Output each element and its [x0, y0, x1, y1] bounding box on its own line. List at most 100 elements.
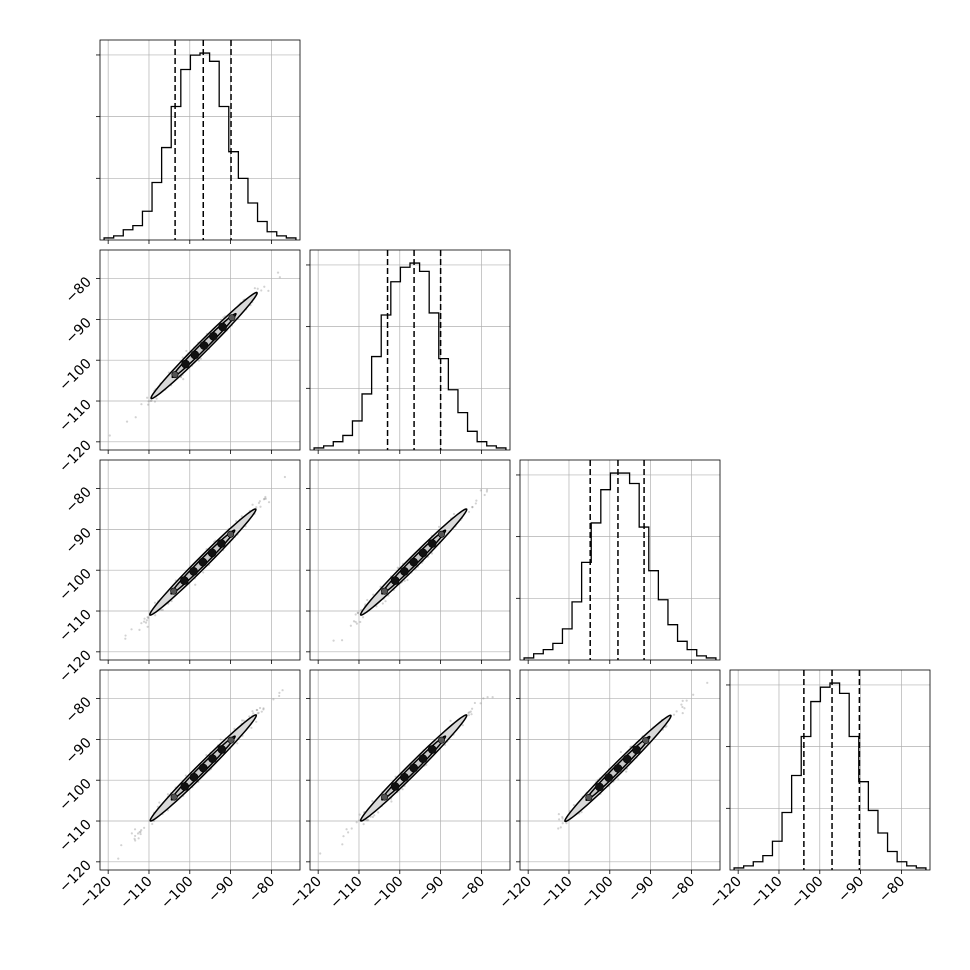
scatter-point [130, 832, 133, 835]
scatter-point [258, 500, 261, 503]
scatter-point [264, 495, 267, 499]
scatter-point [371, 799, 374, 803]
scatter-point [283, 475, 287, 479]
scatter-point [319, 852, 322, 855]
scatter-point [355, 622, 358, 625]
scatter-point [278, 691, 281, 694]
scatter-point [482, 697, 485, 700]
scatter-point [485, 488, 489, 491]
panel-background [730, 670, 930, 870]
scatter-point [253, 287, 256, 290]
density-core-point [180, 782, 190, 791]
scatter-point [233, 727, 236, 730]
density-core-point [208, 754, 217, 763]
scatter-point [483, 493, 486, 497]
density-core-point [381, 587, 389, 595]
density-core-point [409, 763, 418, 773]
scatter-point [130, 628, 133, 631]
scatter-point [617, 778, 620, 781]
scatter-point [467, 510, 471, 514]
scatter-point [272, 698, 275, 701]
panel-border [519, 459, 721, 661]
scatter-point [377, 811, 380, 814]
scatter-point [471, 505, 474, 509]
panel-border [99, 249, 301, 451]
scatter-point [367, 818, 370, 822]
scatter-point [267, 289, 270, 292]
scatter-point [672, 713, 676, 716]
density-core-point [198, 557, 208, 567]
density-core-point [207, 548, 217, 558]
density-core-point [381, 793, 389, 801]
x-tick-label: −100 [578, 874, 617, 913]
density-core-point [390, 782, 400, 791]
density-core-point [171, 371, 179, 379]
y-tick-label: −80 [63, 694, 95, 726]
scatter-point [146, 396, 149, 399]
scatter-point [240, 515, 243, 518]
scatter-point [251, 710, 254, 713]
scatter-point [362, 823, 365, 826]
scatter-point [675, 710, 678, 713]
scatter-point [252, 712, 255, 715]
scatter-point [151, 822, 154, 826]
y-tick-label: −100 [56, 356, 95, 395]
scatter-point [202, 571, 205, 574]
scatter-point [236, 742, 239, 745]
scatter-point [281, 689, 284, 692]
density-core-point [181, 359, 190, 369]
scatter-point [219, 738, 222, 741]
density-core-point [437, 736, 445, 744]
scatter-point [134, 834, 137, 838]
scatter-point [256, 708, 259, 712]
scatter-point [251, 503, 254, 506]
scatter-point [149, 399, 152, 403]
scatter-point [267, 501, 271, 504]
scatter-point [371, 815, 374, 819]
x-tick-label: −120 [706, 874, 745, 913]
scatter-point [342, 835, 345, 838]
scatter-point [467, 714, 471, 717]
scatter-point [255, 720, 258, 723]
density-core-point [170, 793, 178, 801]
scatter-point [194, 583, 197, 586]
scatter-point [372, 593, 375, 596]
y-tick-label: −80 [63, 274, 95, 306]
scatter-point [561, 822, 564, 825]
scatter-point [136, 832, 140, 835]
scatter-point [146, 615, 149, 619]
panel-border [309, 459, 511, 661]
scatter-point [692, 693, 695, 696]
y-tick-label: −80 [63, 484, 95, 516]
x-tick-label: −80 [246, 874, 278, 906]
histogram-panel-4: −120 −110 −100 −90 −80 [706, 669, 931, 913]
scatter-point [155, 397, 158, 400]
scatter-point [184, 774, 187, 777]
x-tick-label: −120 [286, 874, 325, 913]
density-core-point [622, 754, 632, 764]
scatter-point [345, 828, 348, 831]
scatter-point [124, 637, 127, 640]
scatter-point [185, 349, 188, 353]
scatter-point [154, 614, 157, 617]
x-tick-label: −80 [666, 874, 698, 906]
scatter-point [153, 601, 157, 604]
scatter-point [278, 276, 281, 279]
scatter-point [373, 814, 376, 817]
scatter-point [124, 634, 127, 637]
scatter-point [340, 639, 344, 642]
scatter-point [354, 613, 357, 616]
scatter-point [685, 699, 688, 702]
scatter-point [235, 519, 238, 523]
density-core-point [632, 745, 641, 755]
scatter-point [356, 611, 359, 614]
scatter-point [143, 826, 146, 829]
scatter-point [384, 600, 387, 603]
x-tick-label: −100 [158, 874, 197, 913]
scatter-point [491, 696, 494, 699]
density-panel-1-3: −120−110−100 −90 −80 [56, 459, 301, 686]
x-tick-label: −90 [415, 874, 447, 906]
scatter-point [565, 822, 568, 825]
histogram-panel-2 [306, 249, 511, 454]
